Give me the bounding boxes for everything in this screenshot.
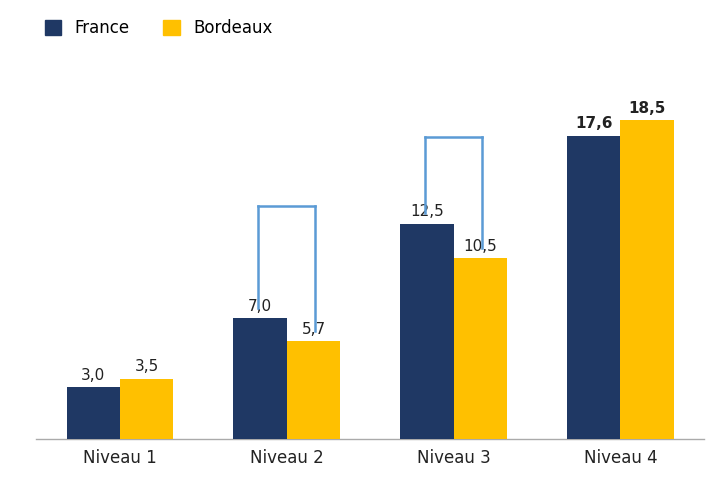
Text: 5,7: 5,7 xyxy=(301,321,325,336)
Bar xyxy=(120,379,174,439)
Bar xyxy=(567,136,621,439)
Text: 3,0: 3,0 xyxy=(81,368,105,383)
Text: 18,5: 18,5 xyxy=(629,101,666,116)
Text: 7,0: 7,0 xyxy=(248,299,272,314)
Legend: France, Bordeaux: France, Bordeaux xyxy=(44,19,272,37)
Bar xyxy=(67,387,120,439)
Bar xyxy=(287,341,340,439)
Text: 17,6: 17,6 xyxy=(575,116,613,131)
Bar xyxy=(621,120,674,439)
Text: 3,5: 3,5 xyxy=(134,359,159,374)
Bar xyxy=(454,258,507,439)
Text: 12,5: 12,5 xyxy=(410,204,444,220)
Bar xyxy=(234,318,287,439)
Bar xyxy=(400,224,454,439)
Text: 10,5: 10,5 xyxy=(463,239,497,254)
